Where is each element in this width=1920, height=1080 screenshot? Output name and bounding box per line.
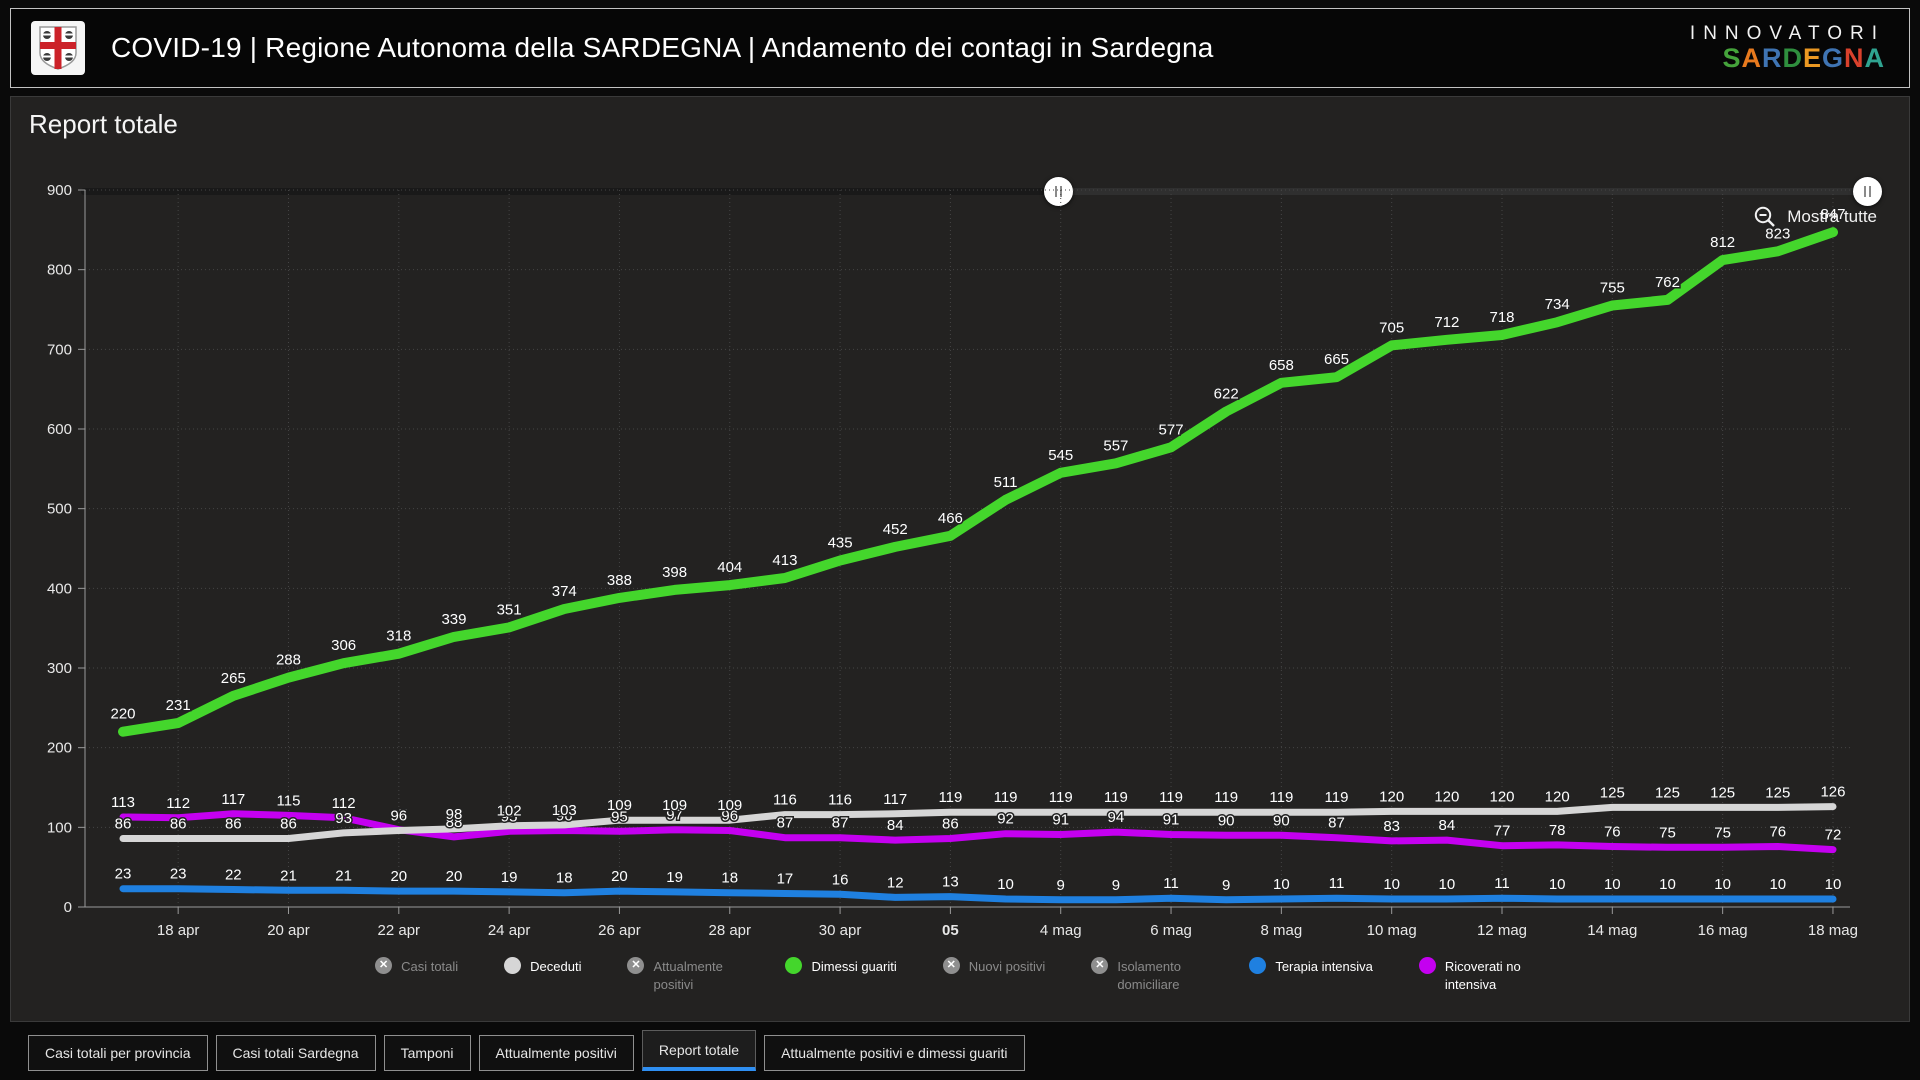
legend-item-deceduti[interactable]: Deceduti xyxy=(504,957,581,976)
slider-selected-range[interactable] xyxy=(1058,188,1867,195)
legend-disabled-x-icon: ✕ xyxy=(375,957,393,974)
bottom-tab-bar: Casi totali per provincia Casi totali Sar… xyxy=(28,1030,1025,1071)
zoom-out-icon xyxy=(1755,206,1776,227)
legend-swatch-icon xyxy=(785,957,803,974)
brand-letter: G xyxy=(1821,42,1844,73)
legend-disabled-x-icon: ✕ xyxy=(942,957,960,974)
sardegna-coat-of-arms-logo xyxy=(31,21,85,75)
legend-swatch-icon xyxy=(1249,957,1267,974)
brand-letter: A xyxy=(1864,42,1885,73)
chart-title: Report totale xyxy=(29,109,178,139)
legend-item-attualmente-positivi[interactable]: ✕ Attualmente positivi xyxy=(627,957,739,994)
legend-item-dimessi-guariti[interactable]: Dimessi guariti xyxy=(785,957,897,976)
legend-item-isolamento-domiciliare[interactable]: ✕ Isolamento domiciliare xyxy=(1091,957,1203,994)
handle-grip-icon xyxy=(1863,186,1866,197)
legend-swatch-icon xyxy=(504,957,522,974)
legend-label: Deceduti xyxy=(530,959,582,974)
tab-report-totale[interactable]: Report totale xyxy=(641,1030,757,1071)
legend-label: Ricoverati no intensiva xyxy=(1444,959,1521,993)
page-title: COVID-19 | Regione Autonoma della SARDEG… xyxy=(111,32,1214,63)
tab-tamponi[interactable]: Tamponi xyxy=(383,1035,471,1071)
brand-top-text: INNOVATORI xyxy=(1689,22,1885,44)
legend-label: Dimessi guariti xyxy=(811,959,897,974)
handle-grip-icon xyxy=(1868,186,1871,197)
brand-letter: R xyxy=(1761,42,1783,73)
legend-swatch-icon xyxy=(1418,957,1436,974)
brand-letter: E xyxy=(1802,42,1822,73)
legend-label: Isolamento domiciliare xyxy=(1117,959,1181,993)
chart-legend: ✕ Casi totali Deceduti ✕ Attualmente positiv… xyxy=(11,957,1909,994)
legend-disabled-x-icon: ✕ xyxy=(627,957,645,974)
legend-label: Nuovi positivi xyxy=(968,959,1046,974)
legend-item-ricoverati-no-intensiva[interactable]: Ricoverati no intensiva xyxy=(1418,957,1545,994)
brand-letter: A xyxy=(1741,42,1762,73)
tab-casi-totali-sardegna[interactable]: Casi totali Sardegna xyxy=(215,1035,376,1071)
sardegna-coat-of-arms-icon xyxy=(39,26,77,70)
brand-letter: N xyxy=(1844,42,1865,73)
tab-attualmente-positivi[interactable]: Attualmente positivi xyxy=(478,1035,634,1071)
slider-right-handle[interactable] xyxy=(1852,177,1882,206)
handle-grip-icon xyxy=(1055,186,1058,197)
time-range-slider[interactable] xyxy=(81,175,1882,207)
report-panel: Report totale Mostra tutte ✕ Casi totali D… xyxy=(10,96,1910,1022)
show-all-button[interactable]: Mostra tutte xyxy=(1753,205,1877,229)
legend-item-terapia-intensiva[interactable]: Terapia intensiva xyxy=(1249,957,1373,976)
legend-label: Attualmente positivi xyxy=(653,959,723,993)
legend-disabled-x-icon: ✕ xyxy=(1091,957,1109,974)
slider-left-handle[interactable] xyxy=(1044,177,1074,206)
tab-attualmente-positivi-e-dimessi-guariti[interactable]: Attualmente positivi e dimessi guariti xyxy=(764,1035,1025,1071)
brand-bottom-text: SARDEGNA xyxy=(1690,44,1885,72)
legend-item-nuovi-positivi[interactable]: ✕ Nuovi positivi xyxy=(942,957,1046,976)
innovatori-sardegna-logo: INNOVATORI SARDEGNA xyxy=(1689,22,1885,72)
show-all-label: Mostra tutte xyxy=(1787,207,1877,226)
legend-item-casi-totali[interactable]: ✕ Casi totali xyxy=(375,957,458,976)
app-header: COVID-19 | Regione Autonoma della SARDEG… xyxy=(10,8,1910,88)
slider-track[interactable] xyxy=(81,188,1881,195)
brand-letter: D xyxy=(1782,42,1803,73)
tab-casi-totali-per-provincia[interactable]: Casi totali per provincia xyxy=(28,1035,208,1071)
legend-label: Terapia intensiva xyxy=(1275,959,1373,974)
legend-label: Casi totali xyxy=(401,959,459,974)
brand-letter: S xyxy=(1722,42,1742,73)
handle-grip-icon xyxy=(1060,186,1063,197)
